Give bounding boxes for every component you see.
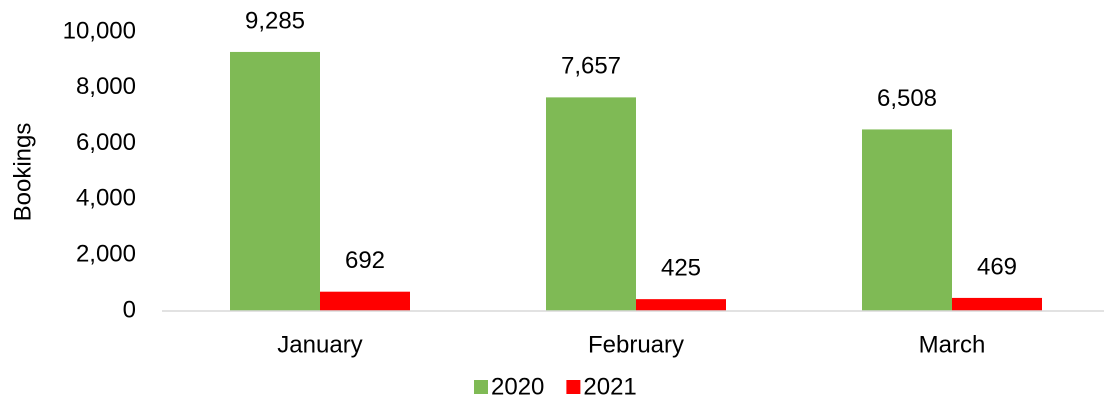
legend-label: 2020: [491, 373, 544, 400]
bar: [636, 299, 726, 311]
value-label: 9,285: [245, 7, 305, 34]
y-tick-label: 0: [123, 296, 136, 323]
bar: [952, 297, 1042, 311]
bar: [320, 291, 410, 311]
value-label: 469: [977, 253, 1017, 280]
value-label: 692: [345, 247, 385, 274]
bar: [546, 97, 636, 312]
value-label: 6,508: [877, 85, 937, 112]
y-tick-label: 8,000: [76, 73, 136, 100]
legend-swatch: [474, 380, 488, 394]
x-tick-label: January: [277, 331, 362, 358]
y-axis-title: Bookings: [9, 123, 36, 222]
y-tick-label: 10,000: [63, 17, 136, 44]
value-label: 425: [661, 254, 701, 281]
bar: [230, 51, 320, 312]
x-tick-label: March: [919, 331, 986, 358]
y-tick-label: 2,000: [76, 241, 136, 268]
value-label: 7,657: [561, 53, 621, 80]
y-tick-label: 6,000: [76, 129, 136, 156]
bar: [862, 129, 952, 311]
x-tick-label: February: [588, 331, 684, 358]
y-tick-label: 4,000: [76, 185, 136, 212]
legend-swatch: [566, 380, 581, 394]
legend-label: 2021: [583, 373, 636, 400]
